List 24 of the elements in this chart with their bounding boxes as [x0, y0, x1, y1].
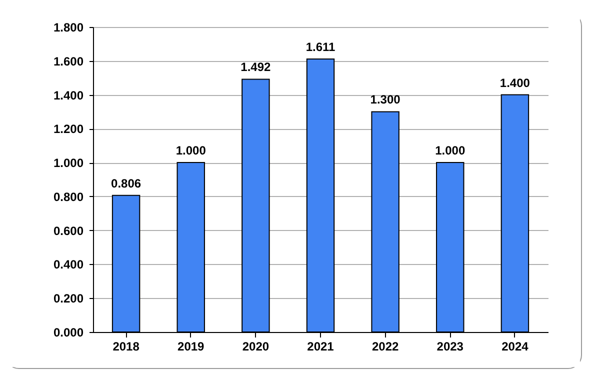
x-tick-label: 2021	[307, 340, 334, 354]
x-tick-label: 2019	[178, 340, 205, 354]
data-label: 1.492	[240, 60, 272, 74]
y-tick-label: 1.800	[53, 20, 84, 34]
y-tick-label: 0.400	[53, 258, 84, 272]
y-tick-label: 1.600	[53, 54, 84, 68]
data-label: 1.000	[435, 144, 466, 158]
y-tick-label: 0.000	[53, 326, 84, 340]
y-tick-label: 1.000	[53, 156, 84, 170]
data-label: 1.400	[500, 76, 530, 90]
y-tick-label: 0.600	[53, 224, 84, 238]
data-label: 1.300	[370, 92, 401, 107]
data-label: 0.806	[111, 176, 142, 190]
x-tick-label: 2024	[502, 340, 529, 354]
y-tick-label: 1.400	[53, 88, 84, 102]
y-tick-label: 0.800	[53, 190, 84, 204]
x-tick-label: 2018	[112, 340, 140, 354]
data-label: 1.000	[176, 144, 206, 158]
x-tick-label: 2023	[436, 340, 464, 354]
x-tick-label: 2020	[242, 340, 270, 354]
x-tick-label: 2022	[372, 340, 399, 354]
y-tick-label: 0.200	[53, 292, 84, 306]
y-tick-label: 1.200	[53, 122, 84, 136]
data-label: 1.611	[306, 40, 336, 54]
